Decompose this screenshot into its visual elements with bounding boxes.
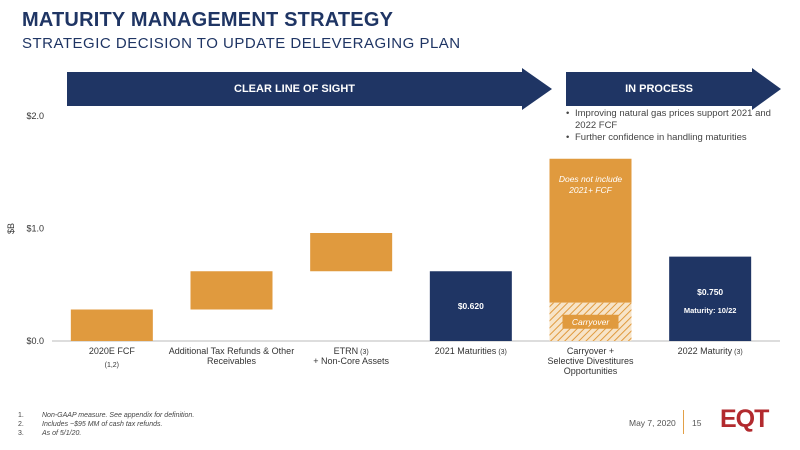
bar	[669, 256, 752, 341]
y-tick-label: $0.0	[26, 336, 44, 346]
banner-arrow-shape	[67, 68, 552, 110]
footnote-item: 2. Includes ~$95 MM of cash tax refunds.	[18, 421, 163, 428]
bar	[310, 233, 393, 272]
page-subtitle: STRATEGIC DECISION TO UPDATE DELEVERAGIN…	[22, 35, 461, 52]
bar	[70, 309, 153, 341]
page-title: MATURITY MANAGEMENT STRATEGY	[22, 9, 394, 31]
x-tick-label: Receivables	[207, 356, 257, 366]
bar-sublabel: Maturity: 10/22	[684, 306, 737, 315]
x-tick-label: 2022 Maturity (3)	[678, 346, 743, 356]
x-tick-label: Carryover +	[567, 346, 614, 356]
y-tick-label: $2.0	[26, 111, 44, 121]
page-number: 15	[692, 418, 702, 428]
bullet-item: Improving natural gas prices support 202…	[566, 108, 771, 131]
y-axis-label: $B	[6, 223, 16, 234]
bar	[429, 271, 512, 341]
y-tick-label: $1.0	[26, 224, 44, 234]
bar-fcf-segment	[549, 158, 632, 303]
bar	[190, 271, 273, 310]
x-tick-label: 2021 Maturities (3)	[435, 346, 507, 356]
x-tick-label: ETRN (3)	[334, 346, 369, 356]
banner-clear-line-of-sight: CLEAR LINE OF SIGHT	[67, 68, 552, 110]
bullet-item: Further confidence in handling maturitie…	[566, 132, 771, 144]
footnote-item: 1. Non-GAAP measure. See appendix for def…	[18, 412, 195, 419]
bar-annotation: 2021+ FCF	[568, 185, 613, 195]
x-tick-label: Additional Tax Refunds & Other	[169, 346, 294, 356]
eqt-logo: EQT	[720, 405, 790, 439]
bullet-list: Improving natural gas prices support 202…	[566, 108, 771, 145]
footer-divider	[683, 410, 684, 434]
x-tick-label: Opportunities	[564, 366, 618, 376]
x-tick-note: (1,2)	[105, 362, 119, 369]
banner-in-process: IN PROCESS	[566, 68, 781, 110]
banner-right-label: IN PROCESS	[625, 83, 693, 95]
footnote-item: 3. As of 5/1/20.	[18, 430, 82, 437]
x-tick-label: Selective Divestitures	[547, 356, 634, 366]
footer-date: May 7, 2020	[629, 418, 676, 428]
x-tick-label: 2020E FCF	[89, 346, 136, 356]
carryover-label: Carryover	[572, 317, 610, 327]
banner-left-label: CLEAR LINE OF SIGHT	[234, 83, 355, 95]
banner-arrow-shape	[566, 68, 781, 110]
x-tick-label: + Non-Core Assets	[313, 356, 389, 366]
bar-value-label: $0.750	[697, 287, 723, 297]
logo-text: EQT	[720, 405, 769, 433]
carryover-label-box	[562, 314, 619, 329]
footnotes: 1. Non-GAAP measure. See appendix for def…	[18, 411, 194, 438]
bar-annotation: Does not include	[559, 174, 623, 184]
bar-value-label: $0.620	[458, 301, 484, 311]
